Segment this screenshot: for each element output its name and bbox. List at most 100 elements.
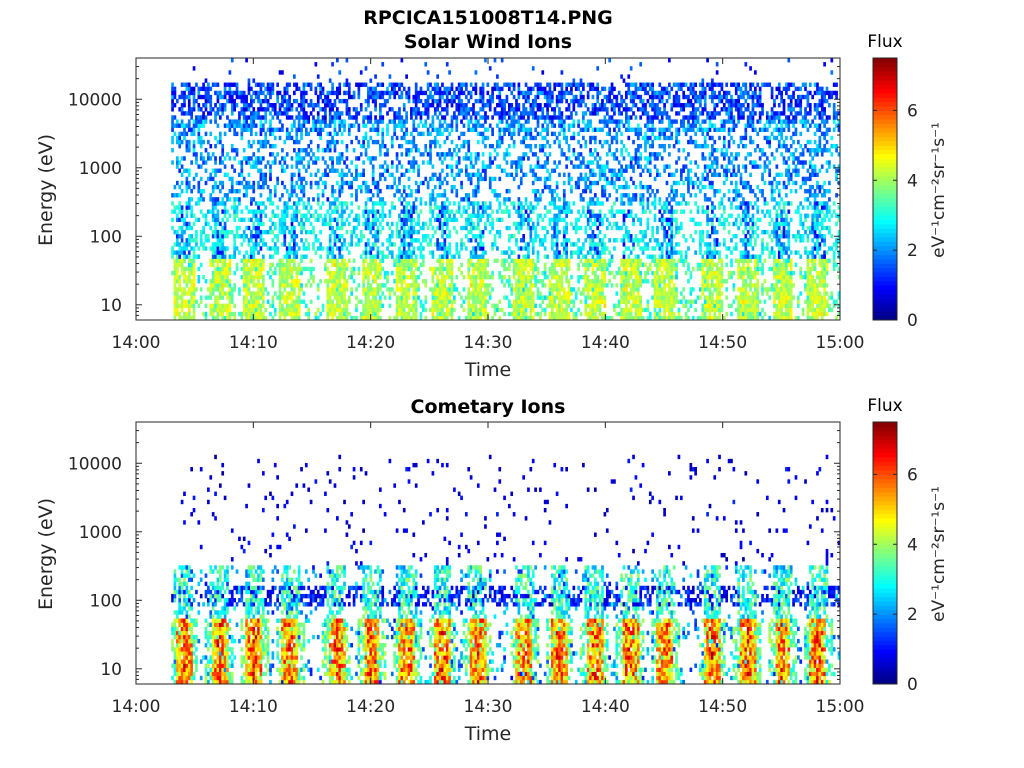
heatmap-cell (429, 197, 432, 202)
heatmap-cell (257, 283, 260, 288)
heatmap-cell (331, 262, 334, 268)
heatmap-cell (496, 74, 499, 79)
heatmap-cell (238, 201, 241, 206)
heatmap-cell (350, 201, 354, 206)
heatmap-cell (527, 127, 530, 132)
heatmap-cell (481, 303, 485, 309)
heatmap-cell (302, 111, 306, 116)
heatmap-cell (316, 115, 320, 120)
heatmap-cell (543, 283, 547, 288)
heatmap-cell (211, 246, 215, 251)
heatmap-cell (293, 189, 296, 194)
heatmap-cell (192, 152, 196, 157)
heatmap-cell (467, 307, 471, 313)
heatmap-cell (390, 270, 394, 276)
heatmap-cell (242, 287, 246, 292)
heatmap-cell (524, 98, 528, 104)
heatmap-cell (250, 311, 253, 317)
heatmap-cell (355, 307, 358, 313)
heatmap-cell (328, 103, 332, 108)
heatmap-cell (555, 270, 559, 276)
heatmap-cell (347, 274, 351, 280)
heatmap-cell (512, 299, 516, 304)
heatmap-cell (269, 254, 272, 259)
heatmap-cell (259, 287, 263, 292)
heatmap-cell (264, 94, 268, 100)
heatmap-cell (534, 143, 537, 149)
heatmap-cell (405, 74, 408, 79)
heatmap-cell (331, 209, 334, 214)
heatmap-cell (293, 172, 296, 178)
heatmap-cell (572, 98, 576, 104)
heatmap-cell (486, 274, 490, 280)
heatmap-cell (199, 176, 203, 182)
heatmap-cell (247, 127, 251, 132)
heatmap-cell (271, 262, 275, 268)
heatmap-cell (367, 295, 370, 300)
heatmap-cell (376, 180, 380, 186)
heatmap-cell (541, 242, 545, 247)
heatmap-cell (457, 135, 461, 141)
heatmap-cell (460, 270, 463, 276)
heatmap-cell (460, 98, 463, 104)
heatmap-cell (574, 184, 578, 190)
heatmap-cell (410, 148, 413, 153)
heatmap-cell (543, 262, 547, 268)
heatmap-cell (555, 258, 559, 263)
heatmap-cell (223, 274, 227, 280)
heatmap-cell (276, 176, 279, 182)
heatmap-cell (247, 82, 251, 87)
heatmap-cell (254, 266, 258, 272)
heatmap-cell (429, 156, 432, 161)
heatmap-cell (405, 254, 408, 259)
heatmap-cell (448, 291, 451, 296)
heatmap-cell (522, 152, 526, 157)
heatmap-cell (534, 111, 537, 116)
heatmap-cell (512, 123, 516, 128)
heatmap-cell (512, 176, 516, 182)
heatmap-cell (221, 303, 225, 309)
heatmap-cell (484, 168, 487, 173)
heatmap-cell (214, 270, 217, 276)
heatmap-cell (297, 168, 301, 173)
heatmap-cell (293, 90, 296, 96)
heatmap-cell (462, 90, 466, 96)
heatmap-cell (269, 152, 272, 157)
heatmap-cell (214, 258, 217, 263)
heatmap-cell (374, 234, 377, 239)
heatmap-cell (228, 270, 232, 276)
heatmap-cell (259, 86, 263, 92)
heatmap-cell (233, 315, 236, 321)
heatmap-cell (247, 291, 251, 296)
heatmap-cell (422, 307, 425, 313)
heatmap-cell (257, 291, 260, 296)
heatmap-cell (405, 274, 408, 280)
heatmap-cell (543, 246, 547, 251)
heatmap-cell (223, 193, 227, 198)
heatmap-cell (431, 295, 435, 300)
heatmap-cell (519, 127, 523, 132)
heatmap-cell (345, 279, 349, 284)
heatmap-cell (367, 209, 370, 214)
heatmap-cell (195, 254, 198, 259)
heatmap-cell (460, 143, 463, 149)
heatmap-cell (441, 152, 444, 157)
heatmap-cell (398, 299, 401, 304)
heatmap-cell (527, 94, 530, 100)
heatmap-cell (371, 209, 375, 214)
heatmap-cell (455, 119, 459, 124)
heatmap-cell (316, 213, 320, 218)
heatmap-cell (548, 172, 552, 178)
heatmap-cell (402, 262, 406, 268)
heatmap-cell (445, 262, 449, 268)
heatmap-cell (517, 299, 521, 304)
heatmap-cell (410, 111, 413, 116)
heatmap-cell (271, 221, 275, 227)
heatmap-cell (207, 139, 210, 145)
heatmap-cell (264, 176, 268, 182)
heatmap-cell (290, 172, 294, 178)
heatmap-cell (178, 315, 182, 321)
heatmap-cell (371, 201, 375, 206)
heatmap-cell (405, 217, 408, 223)
heatmap-cell (515, 299, 518, 304)
